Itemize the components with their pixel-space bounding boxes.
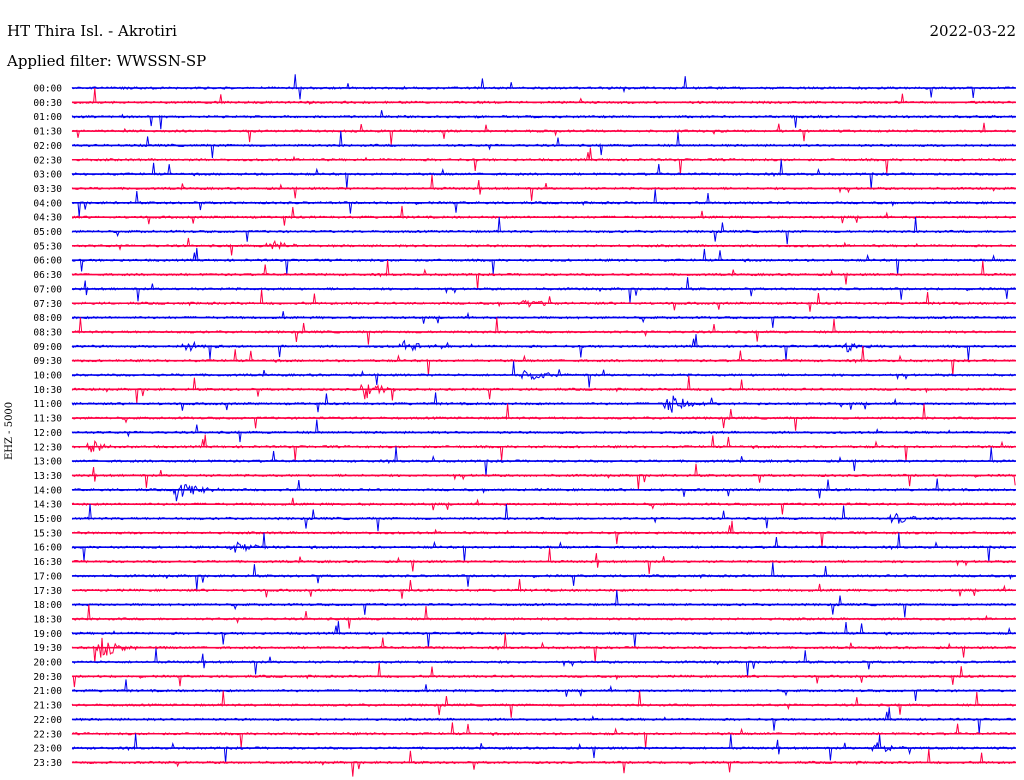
trace-row — [71, 590, 1016, 618]
row-time-label: 04:00 — [33, 198, 62, 209]
row-time-label: 00:00 — [33, 84, 62, 95]
trace-row — [71, 707, 1016, 734]
row-time-label: 10:00 — [33, 371, 62, 382]
trace-row — [71, 690, 1016, 718]
row-time-label: 13:30 — [33, 471, 62, 482]
row-time-label: 13:00 — [33, 457, 62, 468]
row-time-label: 02:30 — [33, 155, 62, 166]
row-time-label: 09:30 — [33, 356, 62, 367]
row-time-label: 07:30 — [33, 299, 62, 310]
row-time-label: 20:00 — [33, 658, 62, 669]
row-time-label: 08:00 — [33, 313, 62, 324]
trace-row — [71, 604, 1016, 629]
row-time-label: 14:30 — [33, 500, 62, 511]
row-time-label: 09:00 — [33, 342, 62, 353]
row-time-label: 17:00 — [33, 571, 62, 582]
row-time-label: 16:30 — [33, 557, 62, 568]
trace-row — [71, 110, 1016, 130]
trace-row — [71, 403, 1016, 431]
row-time-label: 06:30 — [33, 270, 62, 281]
trace-row — [71, 122, 1016, 146]
trace-row — [71, 392, 1016, 413]
trace-row — [71, 463, 1016, 490]
filter-label: Applied filter: WWSSN-SP — [7, 52, 207, 70]
trace-row — [71, 722, 1016, 749]
trace-row — [71, 74, 1016, 100]
trace-row — [71, 419, 1016, 443]
row-time-label: 06:00 — [33, 256, 62, 267]
row-time-label: 02:00 — [33, 141, 62, 152]
row-time-label: 15:30 — [33, 528, 62, 539]
trace-row — [72, 205, 1016, 226]
row-time-label: 12:30 — [33, 442, 62, 453]
trace-row — [71, 311, 1016, 328]
row-time-label: 23:30 — [33, 758, 62, 769]
trace-row — [71, 503, 1016, 532]
row-time-label: 23:00 — [33, 744, 62, 755]
row-time-label: 16:00 — [33, 543, 62, 554]
row-time-label: 14:00 — [33, 485, 62, 496]
row-time-label: 22:30 — [33, 729, 62, 740]
row-time-label: 15:00 — [33, 514, 62, 525]
date-label: 2022-03-22 — [929, 22, 1016, 40]
row-time-label: 03:00 — [33, 170, 62, 181]
trace-row — [71, 497, 1016, 515]
row-time-label: 18:00 — [33, 600, 62, 611]
station-title: HT Thira Isl. - Akrotiri — [7, 22, 177, 40]
row-time-label: 11:30 — [33, 414, 62, 425]
trace-row — [71, 216, 1016, 245]
trace-row — [71, 334, 1016, 361]
row-time-label: 05:30 — [33, 241, 62, 252]
row-time-label: 10:30 — [33, 385, 62, 396]
row-time-label: 18:30 — [33, 614, 62, 625]
trace-row — [71, 621, 1016, 648]
row-time-label: 17:30 — [33, 586, 62, 597]
trace-row — [71, 434, 1016, 462]
row-time-label: 07:00 — [33, 284, 62, 295]
trace-row — [71, 289, 1016, 312]
row-time-label: 19:30 — [33, 643, 62, 654]
trace-row — [71, 237, 1016, 256]
trace-row — [71, 277, 1016, 304]
row-time-label: 01:00 — [33, 112, 62, 123]
row-time-label: 22:00 — [33, 715, 62, 726]
trace-row — [71, 130, 1016, 159]
row-time-label: 04:30 — [33, 213, 62, 224]
row-time-label: 21:00 — [33, 686, 62, 697]
row-time-label: 19:00 — [33, 629, 62, 640]
row-time-label: 12:00 — [33, 428, 62, 439]
trace-row — [71, 248, 1016, 276]
row-time-label: 00:30 — [33, 98, 62, 109]
row-time-label: 08:30 — [33, 327, 62, 338]
trace-row — [71, 520, 1016, 548]
row-time-label: 11:00 — [33, 399, 62, 410]
row-time-label: 21:30 — [33, 701, 62, 712]
row-time-label: 03:30 — [33, 184, 62, 195]
row-time-label: 01:30 — [33, 127, 62, 138]
trace-row — [71, 317, 1016, 345]
row-time-label: 05:00 — [33, 227, 62, 238]
trace-row — [71, 662, 1016, 688]
trace-row — [71, 578, 1016, 599]
row-time-label: 20:30 — [33, 672, 62, 683]
